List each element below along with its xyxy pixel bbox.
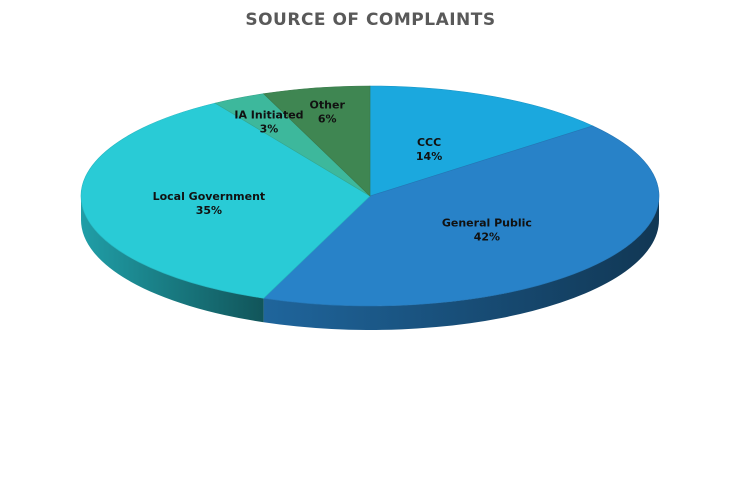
- slice-value-ccc: 14%: [416, 150, 442, 163]
- slice-value-other: 6%: [318, 113, 337, 126]
- pie-top: [80, 85, 660, 307]
- slice-value-ia-initiated: 3%: [260, 123, 279, 136]
- slice-label-general-public: General Public: [442, 216, 532, 229]
- pie-slice-ccc: [369, 85, 594, 197]
- pie-sides: [80, 196, 659, 330]
- pie-slice-local-government: [80, 102, 371, 299]
- slice-label-other: Other: [310, 99, 346, 112]
- slice-value-local-government: 35%: [196, 204, 222, 217]
- pie-side-local-government: [80, 196, 264, 323]
- slice-label-ia-initiated: IA Initiated: [234, 109, 303, 122]
- pie-side-general-public: [263, 196, 659, 330]
- slice-value-general-public: 42%: [474, 230, 500, 243]
- pie-slice-other: [262, 85, 371, 197]
- chart-title: SOURCE OF COMPLAINTS: [245, 10, 496, 30]
- slice-label-local-government: Local Government: [153, 190, 266, 203]
- pie-slice-general-public: [262, 125, 660, 307]
- slice-label-ccc: CCC: [417, 136, 441, 149]
